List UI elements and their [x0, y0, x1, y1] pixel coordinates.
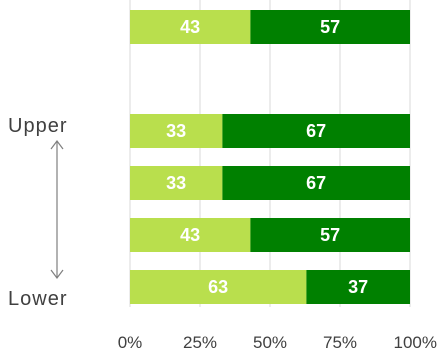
data-label: 43 — [180, 225, 200, 245]
data-label: 67 — [306, 173, 326, 193]
data-label: 57 — [320, 17, 340, 37]
bar-segment-series-2 — [306, 270, 410, 304]
bar-segment-series-2 — [222, 114, 410, 148]
x-tick-label: 0% — [118, 333, 143, 352]
upper-lower-arrow — [50, 140, 64, 279]
bar-segment-series-1 — [130, 10, 251, 44]
lower-label: Lower — [8, 288, 67, 310]
data-label: 43 — [180, 17, 200, 37]
x-tick-label: 25% — [183, 333, 217, 352]
bar-segment-series-1 — [130, 114, 223, 148]
data-label: 67 — [306, 121, 326, 141]
x-tick-label: 100% — [394, 333, 437, 352]
upper-label: Upper — [8, 115, 67, 137]
bar-segment-series-2 — [250, 10, 410, 44]
data-label: 37 — [348, 277, 368, 297]
data-label: 33 — [166, 173, 186, 193]
bar-segment-series-1 — [130, 166, 223, 200]
bar-segment-series-1 — [130, 218, 251, 252]
data-label: 63 — [208, 277, 228, 297]
bar-segment-series-1 — [130, 270, 307, 304]
arrow-head-down — [50, 269, 64, 279]
x-tick-label: 50% — [253, 333, 287, 352]
gridlines — [129, 0, 411, 307]
data-label: 33 — [166, 121, 186, 141]
bars: 43 57 33 67 33 67 43 57 63 37 — [130, 10, 410, 304]
x-tick-label: 75% — [323, 333, 357, 352]
data-label: 57 — [320, 225, 340, 245]
bar-segment-series-2 — [250, 218, 410, 252]
x-axis-tick-labels: 0% 25% 50% 75% 100% — [118, 333, 437, 352]
arrow-head-up — [50, 140, 64, 150]
bar-segment-series-2 — [222, 166, 410, 200]
